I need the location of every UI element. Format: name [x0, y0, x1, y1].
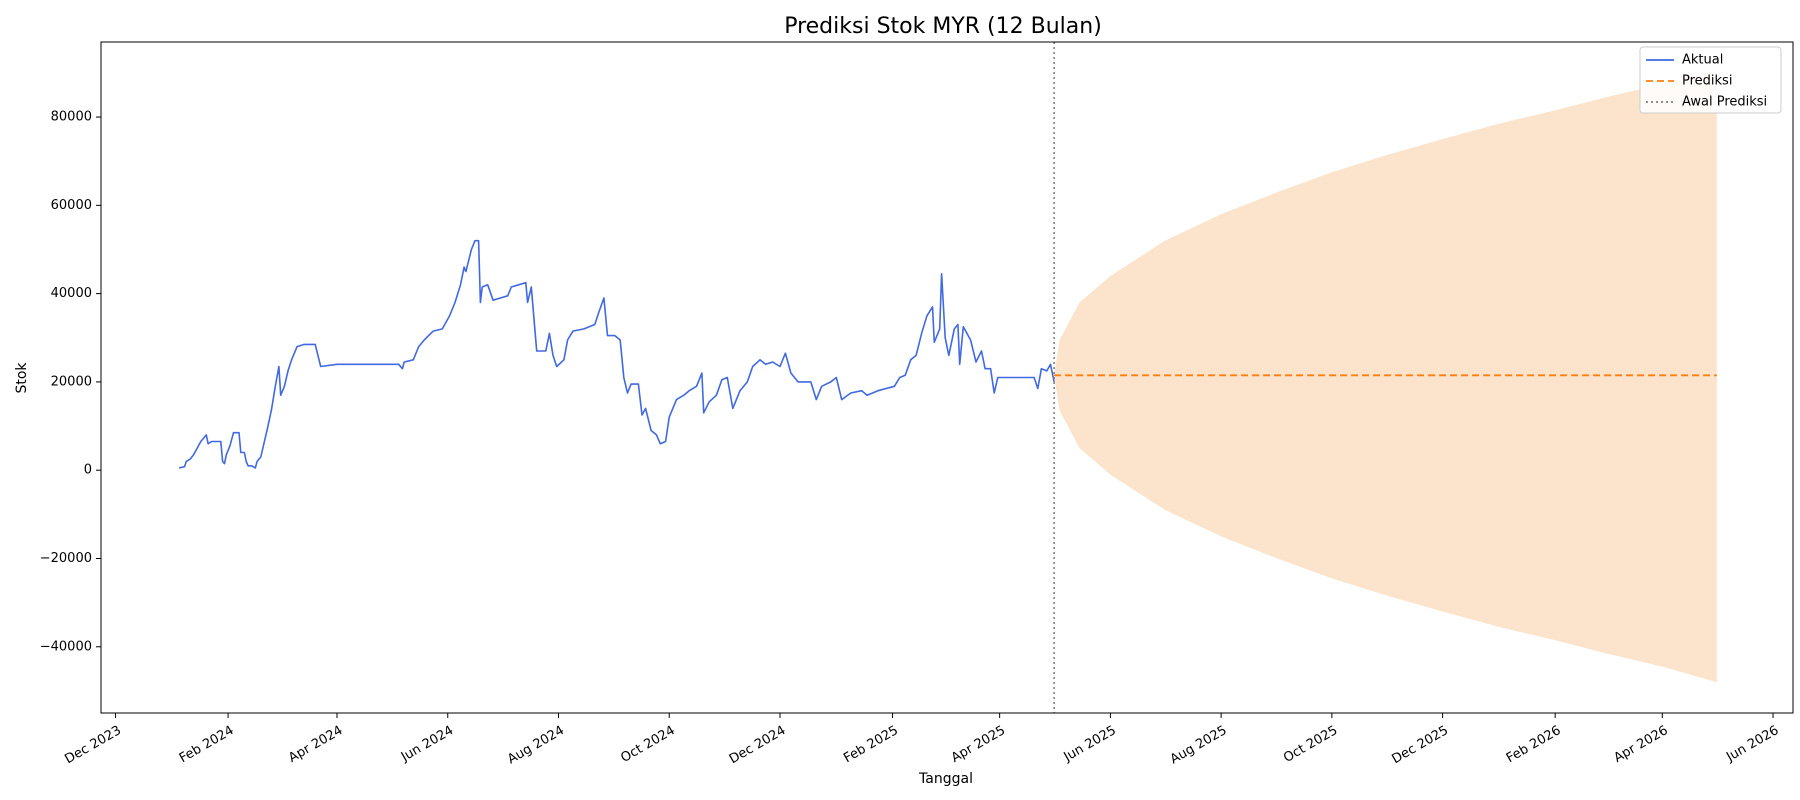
y-tick-label: 40000 [51, 286, 92, 301]
x-axis: Dec 2023 Feb 2024 Apr 2024 Jun 2024 Aug 2024… [62, 713, 1781, 767]
series-layer [178, 42, 1717, 713]
y-axis: 80000 60000 40000 20000 0 −20000 −40000 [40, 110, 101, 654]
x-tick-label: Dec 2025 [1389, 723, 1451, 767]
x-tick-label: Feb 2024 [177, 723, 237, 766]
x-tick-label: Aug 2024 [505, 723, 567, 767]
x-tick-label: Oct 2025 [1281, 723, 1340, 766]
series-line-aktual [178, 239, 1055, 469]
legend-label-prediksi: Prediksi [1682, 74, 1732, 89]
x-tick-label: Feb 2025 [841, 723, 901, 766]
x-tick-label: Jun 2024 [398, 723, 456, 765]
x-tick-label: Dec 2024 [727, 723, 789, 767]
x-tick-label: Apr 2025 [949, 723, 1008, 766]
chart-title: Prediksi Stok MYR (12 Bulan) [784, 14, 1102, 39]
confidence-band [1054, 70, 1717, 683]
legend-label-aktual: Aktual [1682, 53, 1723, 68]
y-tick-label: 60000 [51, 198, 92, 213]
y-tick-label: 80000 [51, 110, 92, 125]
x-tick-label: Aug 2025 [1168, 723, 1230, 767]
legend-box [1639, 46, 1782, 114]
y-tick-label: −20000 [40, 551, 92, 566]
y-tick-label: 20000 [51, 374, 92, 389]
legend-label-awal-prediksi: Awal Prediksi [1682, 95, 1767, 110]
y-axis-label: Stok [14, 362, 30, 394]
x-tick-label: Apr 2024 [286, 723, 345, 766]
plot-border [100, 41, 1794, 714]
x-tick-label: Dec 2023 [62, 723, 124, 767]
y-tick-label: −40000 [40, 639, 92, 654]
x-tick-label: Oct 2024 [618, 723, 677, 766]
x-tick-label: Jun 2026 [1723, 723, 1781, 765]
x-tick-label: Feb 2026 [1504, 723, 1564, 766]
x-axis-label: Tanggal [918, 771, 973, 787]
legend: Aktual Prediksi Awal Prediksi [1639, 46, 1782, 114]
x-tick-label: Jun 2025 [1061, 723, 1119, 765]
x-tick-label: Apr 2026 [1611, 723, 1670, 766]
y-tick-label: 0 [84, 463, 92, 478]
